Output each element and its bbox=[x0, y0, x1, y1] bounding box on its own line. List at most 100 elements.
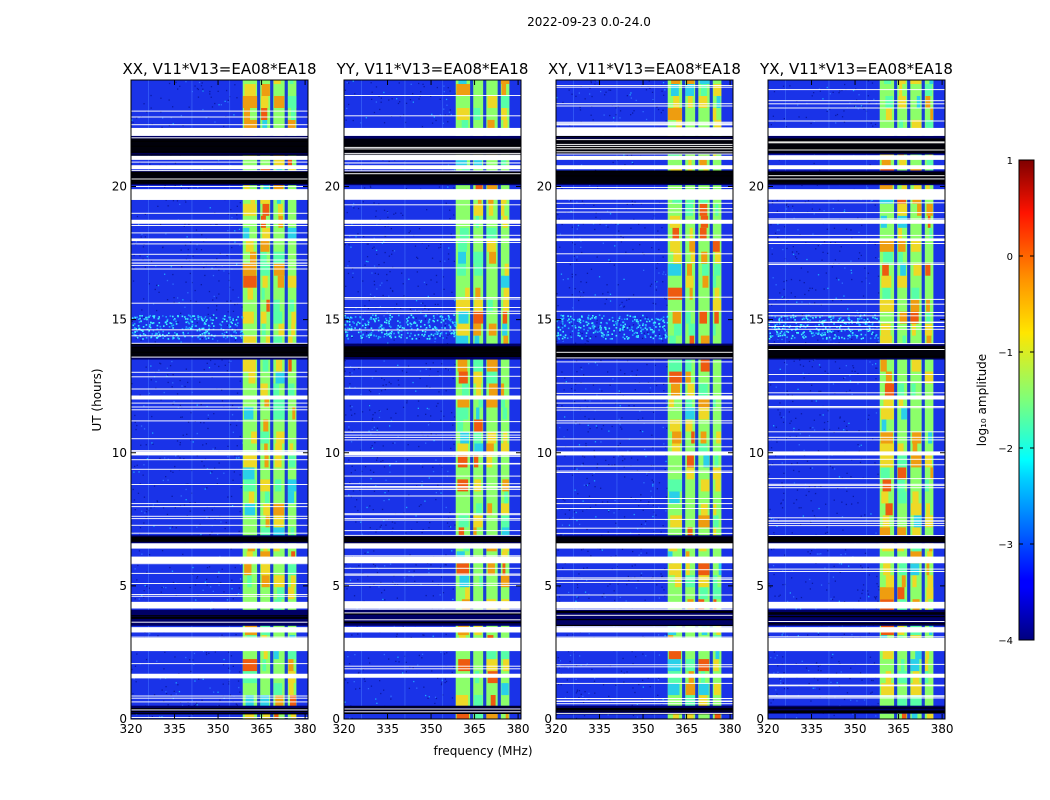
flagged-time-range bbox=[344, 219, 521, 224]
y-tick-label: 0 bbox=[756, 712, 764, 726]
flagged-time-range bbox=[131, 673, 308, 678]
y-tick-label: 5 bbox=[119, 579, 127, 593]
y-tick-label: 15 bbox=[325, 313, 340, 327]
colorbar-tick-label: 0 bbox=[1007, 252, 1013, 263]
axes-frame bbox=[343, 79, 522, 720]
x-tick-label: 380 bbox=[931, 722, 954, 736]
flagged-time-range bbox=[344, 189, 521, 200]
flagged-time-range bbox=[768, 395, 945, 400]
colorbar-tick-label: −4 bbox=[998, 636, 1013, 647]
flagged-time-range bbox=[131, 127, 308, 136]
flagged-time-range bbox=[131, 189, 308, 200]
x-tick-label: 320 bbox=[757, 722, 780, 736]
flagged-time-range bbox=[344, 238, 521, 242]
flagged-time-range bbox=[768, 189, 945, 200]
y-axis-label: UT (hours) bbox=[90, 368, 104, 431]
flagged-time-range bbox=[344, 673, 521, 678]
flagged-time-range bbox=[556, 165, 733, 170]
dark-time-range bbox=[344, 609, 521, 626]
y-tick-label: 15 bbox=[112, 313, 127, 327]
x-tick-label: 350 bbox=[207, 722, 230, 736]
axes-frame bbox=[767, 79, 946, 720]
flagged-time-range bbox=[344, 601, 521, 609]
flagged-time-range bbox=[131, 165, 308, 170]
x-tick-label: 380 bbox=[507, 722, 530, 736]
x-tick-label: 320 bbox=[120, 722, 143, 736]
y-tick-label: 10 bbox=[325, 446, 340, 460]
colorbar-ticks: 1 0 −1 −2 −3 −4 bbox=[998, 156, 1034, 647]
y-tick-label: 0 bbox=[332, 712, 340, 726]
colorbar-tick-label: −3 bbox=[998, 540, 1013, 551]
y-tick-label: 15 bbox=[537, 313, 552, 327]
panel-title: YY, V11*V13=EA08*EA18 bbox=[336, 60, 529, 78]
colorbar-tick-label: −2 bbox=[998, 444, 1013, 455]
flagged-time-range bbox=[344, 127, 521, 136]
flagged-time-range bbox=[556, 189, 733, 200]
flagged-time-range bbox=[556, 543, 733, 549]
x-tick-label: 335 bbox=[588, 722, 611, 736]
flagged-time-range bbox=[344, 155, 521, 160]
y-tick-label: 0 bbox=[544, 712, 552, 726]
flagged-time-range bbox=[768, 601, 945, 609]
flagged-time-range bbox=[556, 127, 733, 136]
figure-title: 2022-09-23 0.0-24.0 bbox=[527, 15, 651, 29]
flagged-time-range bbox=[556, 637, 733, 652]
y-tick-label: 15 bbox=[749, 313, 764, 327]
flagged-time-range bbox=[344, 165, 521, 170]
flagged-time-range bbox=[556, 673, 733, 678]
dynamic-spectrum bbox=[344, 80, 521, 719]
y-tick-label: 20 bbox=[749, 180, 764, 194]
x-tick-label: 335 bbox=[800, 722, 823, 736]
x-tick-label: 335 bbox=[163, 722, 186, 736]
y-tick-label: 10 bbox=[537, 446, 552, 460]
flagged-time-range bbox=[768, 127, 945, 136]
y-tick-label: 0 bbox=[119, 712, 127, 726]
flagged-time-range bbox=[131, 395, 308, 400]
axes-frame bbox=[130, 79, 309, 720]
flagged-time-range bbox=[131, 637, 308, 652]
flagged-time-range bbox=[768, 543, 945, 549]
x-tick-label: 320 bbox=[545, 722, 568, 736]
x-tick-label: 350 bbox=[420, 722, 443, 736]
flagged-time-range bbox=[344, 395, 521, 400]
rfi-feature bbox=[344, 314, 457, 340]
panel-title: YX, V11*V13=EA08*EA18 bbox=[759, 60, 953, 78]
dark-time-range bbox=[768, 705, 945, 714]
x-tick-label: 365 bbox=[250, 722, 273, 736]
dynamic-spectrum bbox=[556, 80, 733, 719]
flagged-time-range bbox=[344, 556, 521, 564]
flagged-time-range bbox=[768, 627, 945, 633]
panel-xy: XY, V11*V13=EA08*EA18 320 335 350 365 380 0 5 10… bbox=[537, 60, 742, 736]
flagged-time-range bbox=[556, 219, 733, 224]
dynamic-spectrum bbox=[768, 80, 945, 719]
flagged-time-range bbox=[344, 543, 521, 549]
y-tick-label: 10 bbox=[749, 446, 764, 460]
flagged-time-range bbox=[768, 155, 945, 160]
x-tick-label: 365 bbox=[463, 722, 486, 736]
flagged-time-range bbox=[768, 165, 945, 170]
rfi-feature bbox=[556, 314, 669, 340]
flagged-time-range bbox=[344, 637, 521, 652]
y-tick-label: 5 bbox=[756, 579, 764, 593]
y-tick-label: 5 bbox=[544, 579, 552, 593]
x-axis-label: frequency (MHz) bbox=[433, 744, 532, 758]
flagged-time-range bbox=[768, 673, 945, 678]
panels: XX, V11*V13=EA08*EA18 320 335 350 365 380 0 5 10… bbox=[112, 60, 954, 736]
flagged-time-range bbox=[344, 627, 521, 633]
flagged-time-range bbox=[556, 627, 733, 633]
x-tick-label: 380 bbox=[719, 722, 742, 736]
x-tick-label: 350 bbox=[844, 722, 867, 736]
colorbar-tick-label: 1 bbox=[1007, 156, 1013, 167]
x-tick-label: 365 bbox=[887, 722, 910, 736]
flagged-time-range bbox=[556, 395, 733, 400]
y-tick-label: 20 bbox=[325, 180, 340, 194]
flagged-time-range bbox=[131, 238, 308, 242]
panel-yx: YX, V11*V13=EA08*EA18 320 335 350 365 380 0 5 10… bbox=[749, 60, 954, 736]
x-tick-label: 320 bbox=[333, 722, 356, 736]
flagged-time-range bbox=[131, 627, 308, 633]
flagged-time-range bbox=[768, 556, 945, 564]
axes-frame bbox=[555, 79, 734, 720]
panel-title: XX, V11*V13=EA08*EA18 bbox=[122, 60, 316, 78]
flagged-time-range bbox=[131, 155, 308, 160]
y-tick-label: 10 bbox=[112, 446, 127, 460]
